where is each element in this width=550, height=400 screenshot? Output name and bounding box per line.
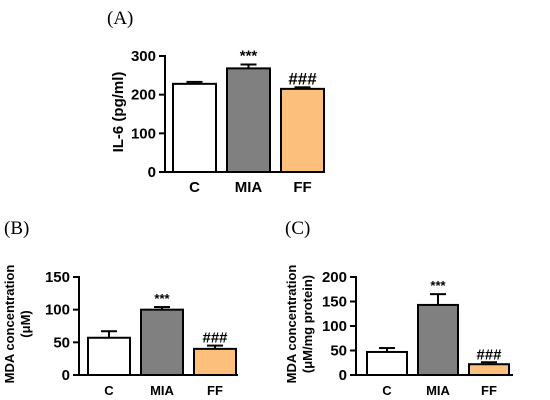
y-axis-title: IL-6 (pg/ml) — [110, 72, 127, 153]
y-tick-label: 200 — [131, 87, 156, 104]
category-label: FF — [207, 383, 223, 398]
category-label: C — [382, 383, 392, 398]
category-label: MIA — [235, 179, 263, 196]
significance-label: ### — [202, 330, 228, 347]
bar-c — [87, 336, 131, 377]
bar-mia — [417, 303, 459, 376]
y-tick-label: 50 — [53, 334, 70, 351]
chart-panel-a: (A) IL-6 (pg/ml) 0 100 200 300 C MIA *** FF ### — [107, 8, 325, 196]
y-tick-label: 200 — [322, 269, 347, 286]
panel-label: (B) — [4, 218, 29, 239]
category-label: MIA — [426, 383, 450, 398]
significance-label: *** — [154, 291, 170, 306]
y-tick-label: 100 — [322, 318, 347, 335]
y-axis-title-line2: (μM/mg protein) — [300, 275, 315, 373]
category-label: FF — [481, 383, 497, 398]
y-axis-title-line2: (μM) — [18, 310, 33, 337]
category-label: C — [189, 179, 200, 196]
y-tick-label: 50 — [330, 343, 347, 360]
significance-label: *** — [240, 48, 258, 65]
y-tick-label: 100 — [45, 302, 70, 319]
bar-ff — [193, 347, 237, 377]
y-tick-label: 0 — [148, 164, 156, 181]
bar-mia — [226, 67, 271, 173]
panel-label: (A) — [107, 8, 133, 29]
chart-panel-c: (C) MDA concentration (μM/mg protein) 0 5… — [284, 218, 513, 398]
significance-label: ### — [288, 69, 317, 88]
bar-ff — [468, 363, 510, 377]
bar-c — [366, 350, 408, 377]
category-label: FF — [293, 179, 311, 196]
category-label: MIA — [150, 383, 174, 398]
y-tick-label: 0 — [339, 367, 347, 384]
bar-ff — [280, 87, 325, 173]
y-axis-title-group: MDA concentration (μM/mg protein) — [284, 265, 315, 384]
significance-label: ### — [476, 346, 502, 363]
panel-label: (C) — [285, 218, 310, 239]
bar-mia — [140, 308, 184, 376]
y-tick-label: 100 — [131, 125, 156, 142]
significance-label: *** — [430, 278, 446, 293]
y-tick-label: 150 — [45, 269, 70, 286]
y-axis-title-line1: MDA concentration — [284, 265, 299, 384]
bar-c — [172, 82, 217, 173]
y-axis-title-line1: MDA concentration — [2, 265, 17, 384]
y-tick-label: 300 — [131, 48, 156, 65]
chart-panel-b: (B) MDA concentration (μM) 0 50 100 150 C MIA… — [2, 218, 238, 398]
category-label: C — [104, 383, 114, 398]
y-tick-label: 0 — [62, 367, 70, 384]
y-axis-title-group: MDA concentration (μM) — [2, 265, 33, 384]
y-tick-label: 150 — [322, 294, 347, 311]
